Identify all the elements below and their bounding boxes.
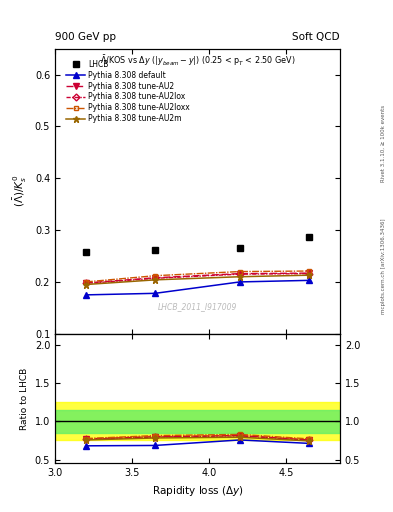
Pythia 8.308 tune-AU2loxx xyxy=(237,268,242,274)
X-axis label: Rapidity loss ($\Delta y$): Rapidity loss ($\Delta y$) xyxy=(152,484,243,498)
Pythia 8.308 tune-AU2lox xyxy=(307,270,312,276)
Pythia 8.308 tune-AU2loxx xyxy=(153,272,158,279)
Text: $\bar{\Lambda}$/KOS vs $\Delta y$ ($|y_{beam}-y|$) (0.25 < p$_{T}$ < 2.50 GeV): $\bar{\Lambda}$/KOS vs $\Delta y$ ($|y_{… xyxy=(100,53,295,68)
Pythia 8.308 tune-AU2 xyxy=(307,270,312,276)
Pythia 8.308 tune-AU2loxx xyxy=(83,279,88,285)
Y-axis label: $\bar{(\Lambda)}/K^{0}_{s}$: $\bar{(\Lambda)}/K^{0}_{s}$ xyxy=(12,175,29,207)
Pythia 8.308 default xyxy=(237,279,242,285)
Legend: LHCB, Pythia 8.308 default, Pythia 8.308 tune-AU2, Pythia 8.308 tune-AU2lox, Pyt: LHCB, Pythia 8.308 default, Pythia 8.308… xyxy=(64,58,191,125)
Line: LHCB: LHCB xyxy=(83,233,312,255)
Pythia 8.308 tune-AU2lox xyxy=(153,275,158,282)
Line: Pythia 8.308 tune-AU2: Pythia 8.308 tune-AU2 xyxy=(83,270,312,286)
Text: Rivet 3.1.10, ≥ 100k events: Rivet 3.1.10, ≥ 100k events xyxy=(381,105,386,182)
Line: Pythia 8.308 default: Pythia 8.308 default xyxy=(83,278,312,297)
Pythia 8.308 tune-AU2lox xyxy=(83,281,88,287)
Pythia 8.308 tune-AU2m xyxy=(153,277,158,283)
Pythia 8.308 tune-AU2m xyxy=(307,272,312,278)
Line: Pythia 8.308 tune-AU2lox: Pythia 8.308 tune-AU2lox xyxy=(83,271,312,286)
LHCB xyxy=(307,234,312,240)
Text: LHCB_2011_I917009: LHCB_2011_I917009 xyxy=(158,302,237,311)
Bar xyxy=(55,410,340,433)
Pythia 8.308 tune-AU2 xyxy=(153,275,158,281)
LHCB xyxy=(83,249,88,255)
Pythia 8.308 default xyxy=(83,292,88,298)
Bar xyxy=(55,402,340,440)
Pythia 8.308 tune-AU2loxx xyxy=(307,268,312,274)
Text: 900 GeV pp: 900 GeV pp xyxy=(55,32,116,42)
LHCB xyxy=(237,245,242,251)
Text: Soft QCD: Soft QCD xyxy=(292,32,340,42)
Pythia 8.308 tune-AU2 xyxy=(237,270,242,276)
Y-axis label: Ratio to LHCB: Ratio to LHCB xyxy=(20,368,29,430)
Pythia 8.308 tune-AU2m xyxy=(237,273,242,280)
Text: mcplots.cern.ch [arXiv:1306.3436]: mcplots.cern.ch [arXiv:1306.3436] xyxy=(381,219,386,314)
Pythia 8.308 tune-AU2 xyxy=(83,280,88,286)
Pythia 8.308 default xyxy=(307,278,312,284)
Line: Pythia 8.308 tune-AU2m: Pythia 8.308 tune-AU2m xyxy=(83,272,312,288)
Pythia 8.308 default xyxy=(153,290,158,296)
Pythia 8.308 tune-AU2m xyxy=(83,282,88,288)
LHCB xyxy=(153,247,158,253)
Pythia 8.308 tune-AU2lox xyxy=(237,271,242,277)
Line: Pythia 8.308 tune-AU2loxx: Pythia 8.308 tune-AU2loxx xyxy=(83,269,312,284)
